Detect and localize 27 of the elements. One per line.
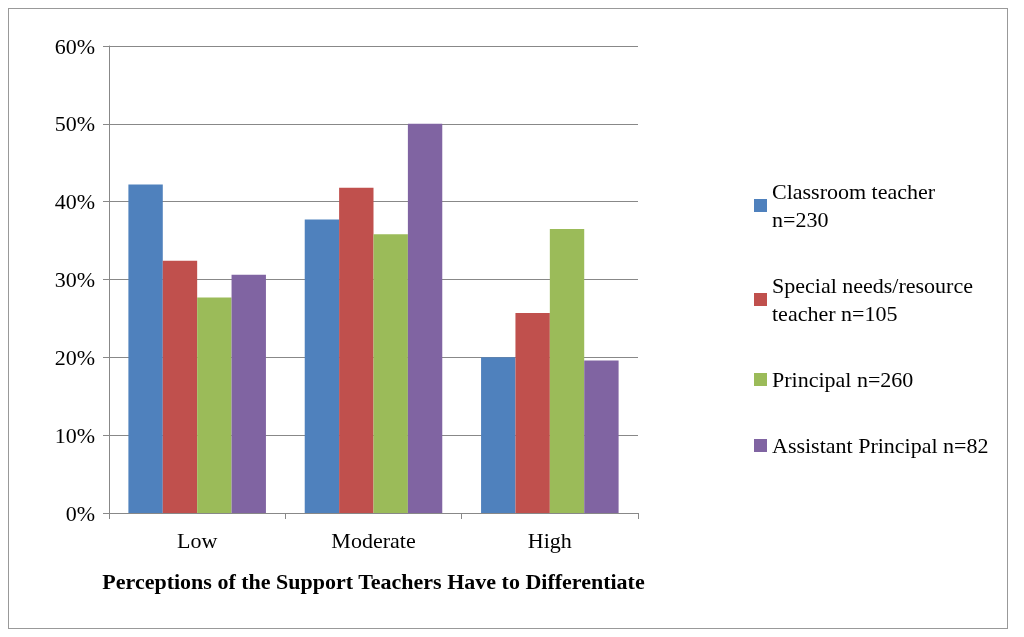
bar <box>515 312 550 513</box>
bar <box>197 297 232 513</box>
y-tick-label: 0% <box>65 500 95 526</box>
legend-label: Special needs/resource teacher n=105 <box>772 273 979 326</box>
bar <box>549 228 585 513</box>
y-tick-label: 40% <box>54 189 95 215</box>
y-tick-label: 20% <box>54 344 95 370</box>
x-axis-title: Perceptions of the Support Teachers Have to Differentiate <box>102 568 645 594</box>
bar <box>162 260 198 513</box>
y-tick-label: 30% <box>54 267 95 292</box>
legend-label: Assistant Principal n=82 <box>772 433 989 458</box>
bar <box>231 274 266 513</box>
legend-label: Principal n=260 <box>772 367 914 392</box>
x-tick-label: Moderate <box>331 527 416 553</box>
y-tick-label: 60% <box>54 33 95 59</box>
legend-label: Classroom teacher n=230 <box>772 179 941 232</box>
bar <box>407 123 443 513</box>
x-tick-label: High <box>527 527 572 553</box>
bar <box>481 357 516 513</box>
y-tick-label: 50% <box>54 111 95 137</box>
bar <box>304 219 340 513</box>
bar <box>128 184 163 513</box>
bar <box>584 360 619 513</box>
bar <box>339 187 374 513</box>
bar <box>373 234 408 513</box>
x-tick-label: Low <box>177 527 218 553</box>
y-tick-label: 10% <box>54 422 95 448</box>
